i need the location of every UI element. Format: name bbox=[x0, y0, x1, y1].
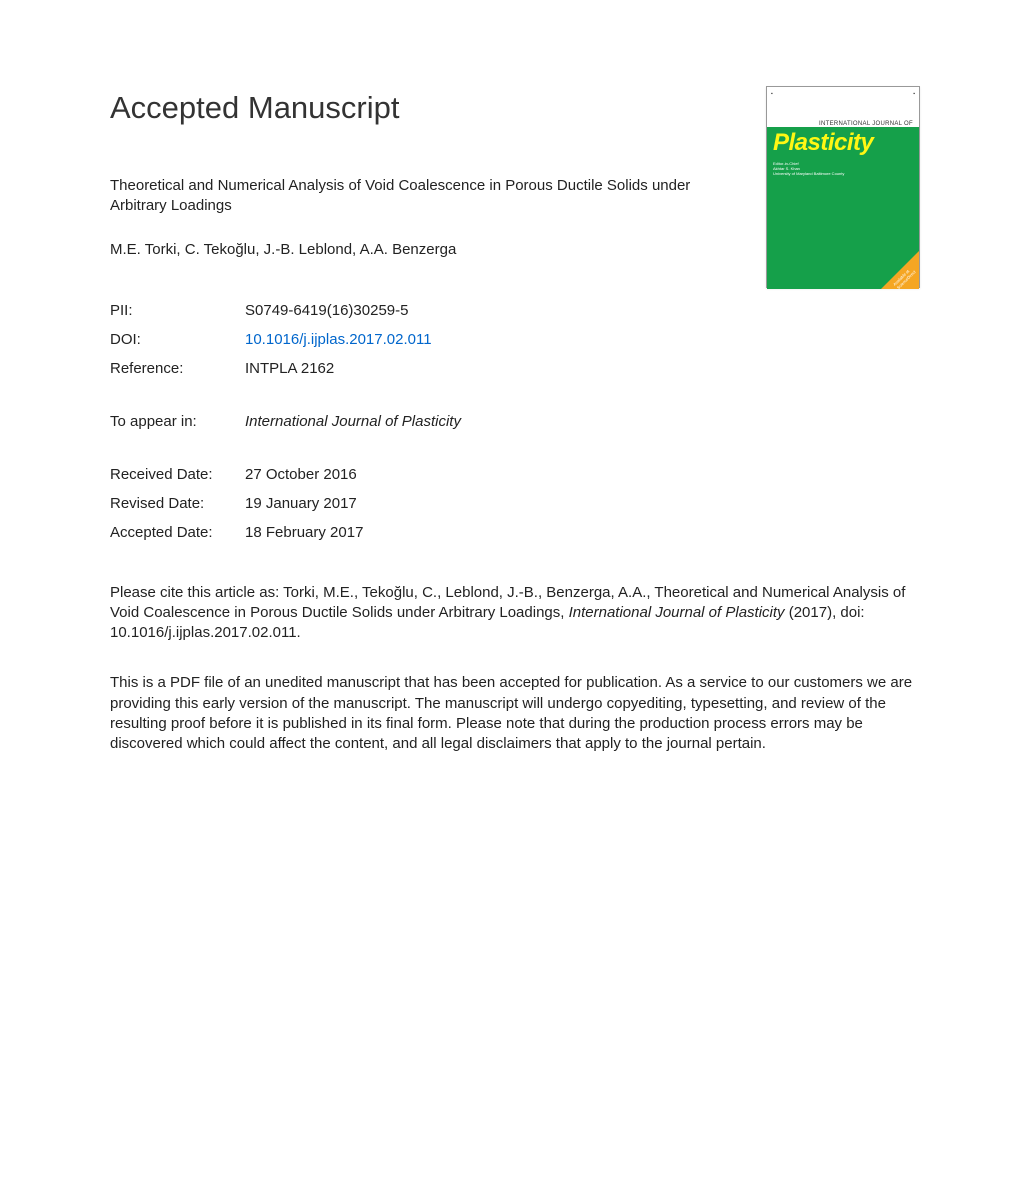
revised-label: Revised Date: bbox=[110, 489, 245, 518]
revised-value: 19 January 2017 bbox=[245, 489, 461, 518]
meta-row-revised: Revised Date: 19 January 2017 bbox=[110, 489, 461, 518]
pii-label: PII: bbox=[110, 296, 245, 325]
meta-row-received: Received Date: 27 October 2016 bbox=[110, 460, 461, 489]
cover-publisher-mark: ▪ bbox=[771, 91, 773, 115]
document-page: Accepted Manuscript ▪ ▪ INTERNATIONAL JO… bbox=[0, 0, 1020, 794]
appear-label: To appear in: bbox=[110, 407, 245, 436]
accepted-label: Accepted Date: bbox=[110, 518, 245, 547]
doi-link[interactable]: 10.1016/j.ijplas.2017.02.011 bbox=[245, 331, 432, 348]
meta-row-doi: DOI: 10.1016/j.ijplas.2017.02.011 bbox=[110, 325, 461, 354]
cover-mark-right: ▪ bbox=[913, 91, 915, 115]
cover-journal-line: INTERNATIONAL JOURNAL OF bbox=[767, 119, 919, 127]
received-value: 27 October 2016 bbox=[245, 460, 461, 489]
accepted-value: 18 February 2017 bbox=[245, 518, 461, 547]
spacer-row bbox=[110, 383, 461, 407]
cover-green-area: Plasticity Editor-in-Chief Akhtar S. Kha… bbox=[767, 127, 919, 289]
cover-header: ▪ ▪ bbox=[767, 87, 919, 119]
meta-row-appear: To appear in: International Journal of P… bbox=[110, 407, 461, 436]
cover-journal-name: Plasticity bbox=[767, 127, 919, 157]
reference-value: INTPLA 2162 bbox=[245, 354, 461, 383]
cover-editor-block: Editor-in-Chief Akhtar S. Khan Universit… bbox=[767, 157, 919, 181]
spacer-row bbox=[110, 436, 461, 460]
pii-value: S0749-6419(16)30259-5 bbox=[245, 296, 461, 325]
received-label: Received Date: bbox=[110, 460, 245, 489]
meta-row-reference: Reference: INTPLA 2162 bbox=[110, 354, 461, 383]
article-title: Theoretical and Numerical Analysis of Vo… bbox=[110, 176, 710, 217]
doi-label: DOI: bbox=[110, 325, 245, 354]
metadata-table: PII: S0749-6419(16)30259-5 DOI: 10.1016/… bbox=[110, 296, 461, 547]
citation-journal: International Journal of Plasticity bbox=[569, 604, 785, 621]
appear-value: International Journal of Plasticity bbox=[245, 407, 461, 436]
meta-row-pii: PII: S0749-6419(16)30259-5 bbox=[110, 296, 461, 325]
disclaimer-text: This is a PDF file of an unedited manusc… bbox=[110, 673, 920, 754]
meta-row-accepted: Accepted Date: 18 February 2017 bbox=[110, 518, 461, 547]
citation-block: Please cite this article as: Torki, M.E.… bbox=[110, 583, 920, 644]
journal-cover-thumbnail: ▪ ▪ INTERNATIONAL JOURNAL OF Plasticity … bbox=[766, 86, 920, 288]
cover-editor-affil: University of Maryland Baltimore County bbox=[773, 171, 913, 176]
reference-label: Reference: bbox=[110, 354, 245, 383]
